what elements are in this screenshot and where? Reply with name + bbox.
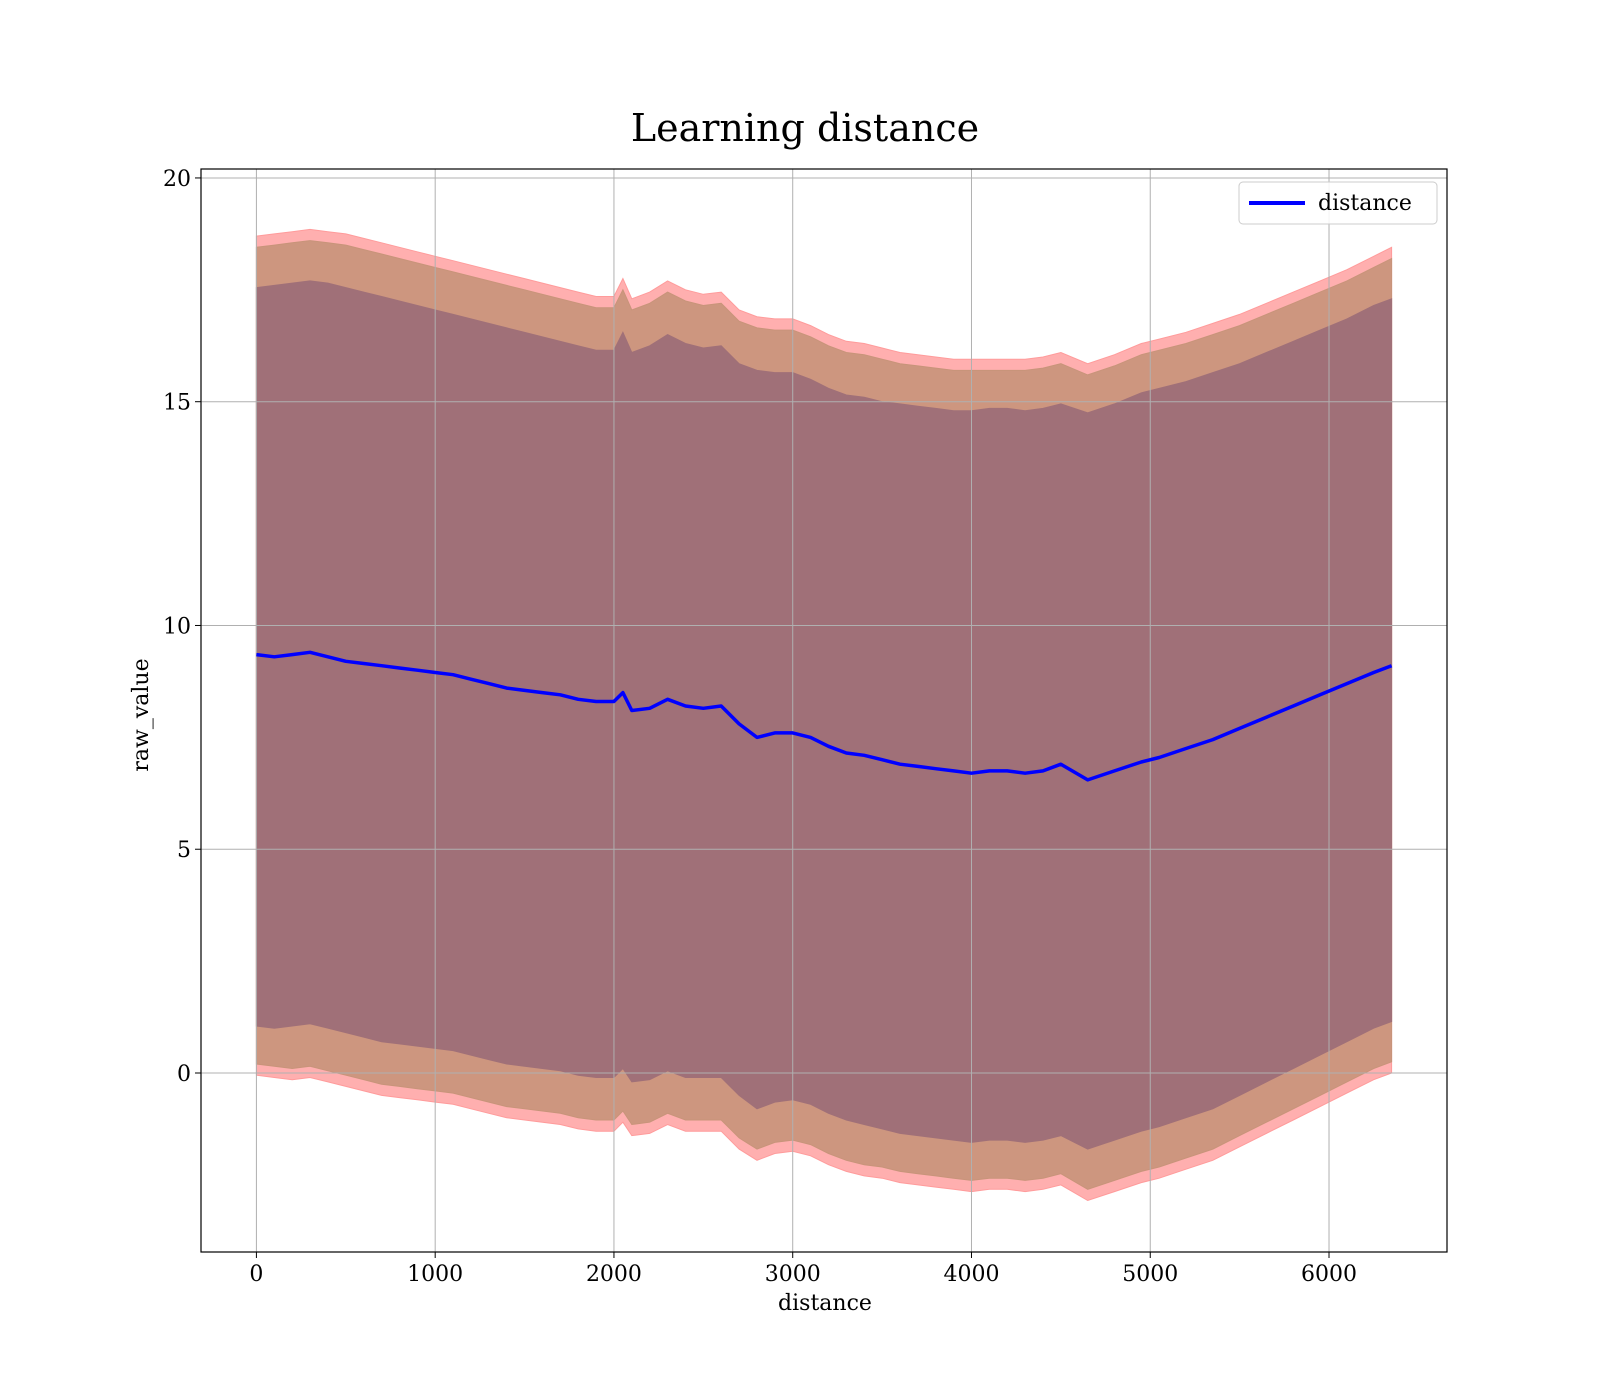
x-tick-label: 0 [249,1262,263,1287]
x-tick-label: 4000 [943,1262,999,1287]
y-tick-label: 5 [177,838,191,863]
x-tick-label: 1000 [407,1262,463,1287]
confidence-bands [255,228,1393,1202]
y-tick-label: 0 [177,1062,191,1087]
y-axis-label: raw_value [129,658,154,771]
chart-title: Learning distance [631,106,979,150]
legend-box [1238,181,1438,225]
band-inner [255,280,1393,1150]
grid-lines [201,169,1447,1252]
x-tick-label: 5000 [1122,1262,1178,1287]
x-tick-label: 6000 [1301,1262,1357,1287]
x-axis-label: distance [778,1291,872,1316]
y-axis-ticks: 0 5 10 15 20 [163,167,201,1087]
legend-label: distance [1318,191,1412,216]
y-tick-label: 20 [163,167,191,192]
series-lines [256,650,1393,782]
y-tick-label: 15 [163,391,191,416]
axes-frame [200,168,1448,1253]
legend: distance [1238,181,1438,225]
x-tick-label: 2000 [586,1262,642,1287]
series-line-distance [256,650,1393,782]
x-axis-ticks: 0 1000 2000 3000 4000 5000 6000 [249,1252,1357,1287]
x-tick-label: 3000 [765,1262,821,1287]
y-tick-label: 10 [163,614,191,639]
plot-area: 0 1000 2000 3000 4000 5000 6000 0 5 10 15 20 [163,167,1448,1287]
